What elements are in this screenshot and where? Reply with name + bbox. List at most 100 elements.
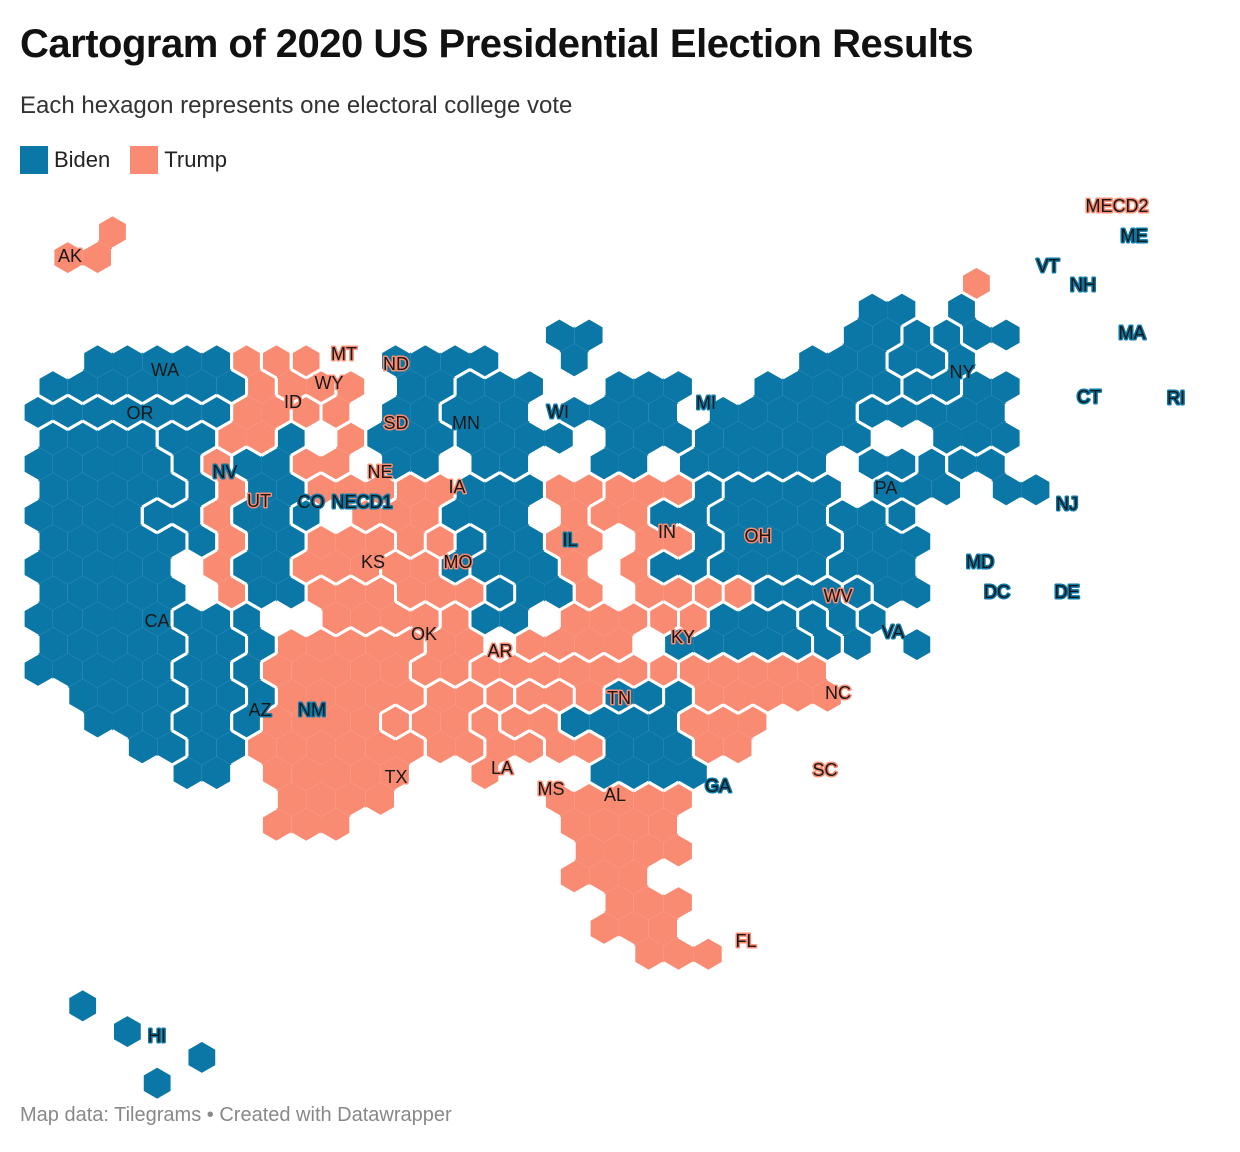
- footer-separator: •: [206, 1104, 214, 1126]
- hex-mi-13: [663, 421, 694, 456]
- state-label-ky: KY: [671, 627, 695, 647]
- hex-ky-1: [559, 601, 590, 636]
- hex-co-4: [246, 472, 277, 507]
- hex-ca-9: [142, 446, 173, 482]
- hex-ca-31: [97, 575, 128, 611]
- hex-ma-1: [961, 369, 992, 404]
- hex-wi-12: [499, 446, 530, 482]
- state-label-co: CO: [298, 492, 325, 512]
- hex-co-5: [276, 472, 307, 507]
- hex-ut-1: [201, 446, 232, 482]
- hex-tx-3: [335, 627, 366, 662]
- hex-az-3: [186, 627, 217, 662]
- hex-mecd2-1: [961, 266, 992, 301]
- hex-mi-14: [589, 446, 619, 482]
- state-label-nh: NH: [1070, 275, 1096, 295]
- hex-fl-3: [604, 782, 634, 817]
- hex-ar-1: [440, 601, 470, 636]
- state-label-sd: SD: [383, 413, 408, 433]
- hex-mi-3: [559, 343, 590, 378]
- hex-tx-37: [291, 808, 322, 843]
- hex-il-12: [499, 550, 530, 585]
- hex-mo-4: [410, 550, 441, 585]
- hex-ok-5: [350, 601, 381, 636]
- hex-nj-5: [872, 524, 902, 559]
- hex-ct-5: [887, 498, 917, 533]
- hex-wa-1: [82, 343, 113, 378]
- hex-nm-3: [231, 653, 262, 688]
- hex-ga-3: [663, 679, 694, 714]
- hex-tx-19: [350, 704, 381, 740]
- hex-pa-2: [723, 472, 753, 507]
- hex-vt-3: [916, 343, 947, 378]
- hex-wi-3: [514, 369, 545, 404]
- hex-sc-3: [738, 704, 768, 740]
- hex-md-2: [782, 575, 813, 611]
- hex-ky-8: [604, 627, 634, 662]
- hex-ky-3: [618, 601, 649, 636]
- hex-ca-20: [67, 524, 98, 559]
- hex-az-14: [201, 756, 232, 791]
- hex-md-3: [812, 575, 843, 611]
- hex-ne-3: [365, 472, 396, 507]
- state-label-or: OR: [127, 403, 154, 423]
- hex-il-7: [455, 524, 485, 559]
- hex-ca-1: [38, 421, 68, 456]
- hex-ca-10: [38, 472, 68, 507]
- hex-al-1: [514, 679, 545, 714]
- hex-ga-10: [663, 730, 694, 765]
- hex-oh-1: [604, 472, 634, 507]
- hex-nj-1: [827, 498, 858, 533]
- hex-or-6: [172, 395, 202, 430]
- hex-ri-1: [946, 446, 977, 482]
- hex-ny-14: [738, 395, 768, 430]
- hex-tn-2: [499, 653, 530, 688]
- hex-ga-13: [648, 756, 679, 791]
- hex-fl-8: [618, 808, 649, 843]
- hex-ga-11: [589, 756, 619, 791]
- hex-az-7: [186, 679, 217, 714]
- state-border-il: [438, 471, 576, 638]
- state-label-dc: DC: [984, 582, 1010, 602]
- hex-wi-4: [440, 395, 470, 430]
- hex-nj-11: [901, 575, 932, 611]
- hex-pa-3: [752, 472, 783, 507]
- hex-la-4: [410, 704, 441, 740]
- hex-sc-2: [708, 704, 739, 740]
- hex-sc-4: [693, 730, 724, 765]
- hex-id-6: [246, 421, 277, 456]
- hex-il-2: [484, 472, 515, 507]
- hex-il-18: [499, 601, 530, 636]
- state-label-ak: AK: [58, 246, 82, 266]
- state-label-mecd2: MECD2: [1085, 196, 1148, 216]
- state-border-dc: [796, 574, 874, 664]
- hex-md-5: [842, 627, 873, 662]
- state-label-nv: NV: [212, 462, 237, 482]
- hex-az-12: [216, 730, 247, 765]
- state-label-wy: WY: [315, 373, 344, 393]
- hex-mi-10: [648, 395, 679, 430]
- hex-ca-2: [67, 421, 98, 456]
- hex-ut-2: [216, 472, 247, 507]
- hex-nj-4: [842, 524, 873, 559]
- hex-id-4: [261, 395, 292, 430]
- hex-ca-12: [97, 472, 128, 507]
- hex-ca-47: [112, 653, 143, 688]
- hex-tx-2: [306, 627, 336, 662]
- hex-fl-20: [589, 911, 619, 946]
- hex-az-8: [216, 679, 247, 714]
- hex-ut-6: [216, 575, 247, 611]
- hex-fl-24: [663, 937, 694, 972]
- hex-mi-5: [633, 369, 664, 404]
- hex-wi-6: [499, 395, 530, 430]
- hex-ca-6: [52, 446, 83, 482]
- hex-ca-56: [127, 730, 158, 765]
- hex-hi-2: [112, 1014, 143, 1049]
- state-label-il: IL: [562, 530, 577, 550]
- legend: Biden Trump: [20, 146, 227, 174]
- hex-ks-5: [321, 550, 351, 585]
- hex-nc-4: [738, 653, 768, 688]
- hex-la-1: [425, 679, 456, 714]
- state-label-ne: NE: [367, 462, 392, 482]
- hex-ky-6: [544, 627, 575, 662]
